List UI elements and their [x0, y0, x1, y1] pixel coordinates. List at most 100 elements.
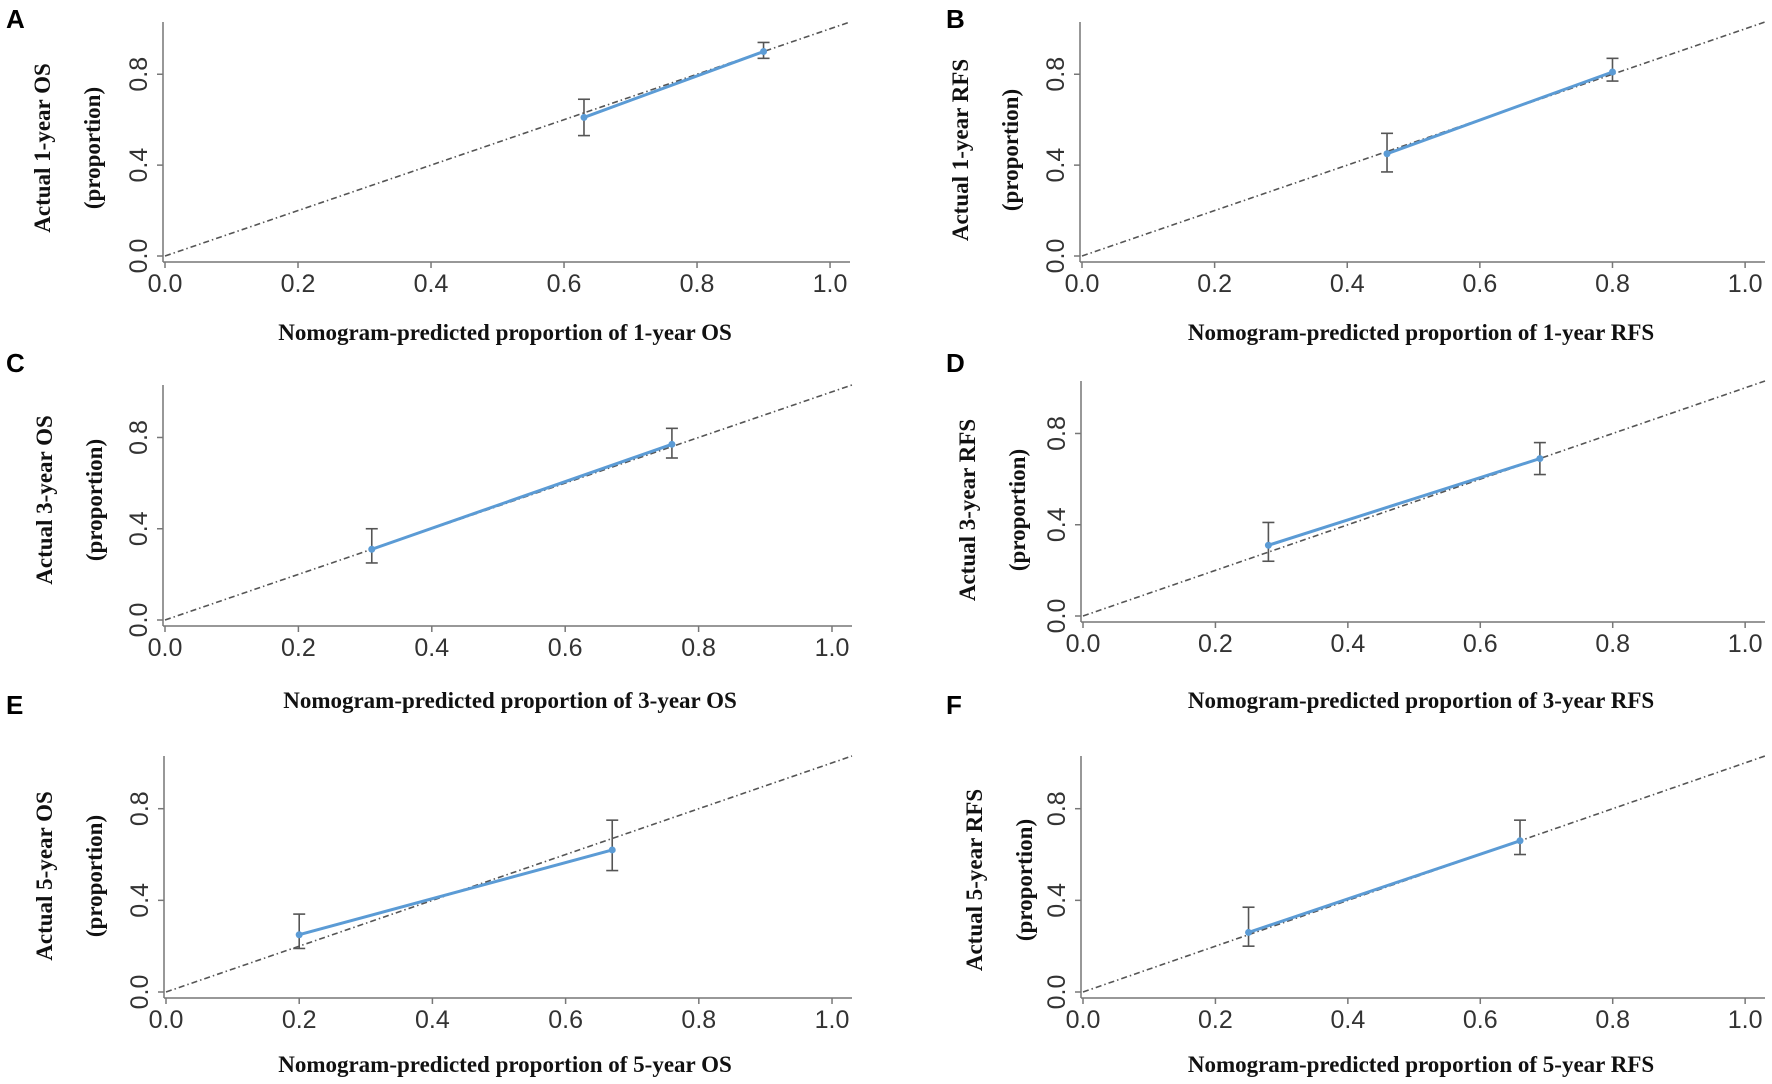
x-tick-label: 0.4 [414, 270, 449, 298]
calibration-panel-c: C 0.0 0.2 0.4 0.6 0.8 1.0 0.0 0.4 0.8 Nomogram-pre… [6, 348, 853, 713]
y-axis-subtitle: (proportion) [80, 87, 105, 209]
calibration-point [1608, 68, 1616, 76]
x-axis-title: Nomogram-predicted proportion of 5-year … [1188, 1052, 1654, 1077]
x-tick-label: 0.6 [1463, 630, 1498, 658]
y-axis-subtitle: (proportion) [998, 89, 1023, 211]
x-tick-label: 0.8 [1595, 270, 1630, 298]
calibration-point [1516, 837, 1524, 845]
calibration-line [583, 50, 765, 119]
y-axis-title: Actual 3-year RFS [955, 419, 980, 601]
y-axis-subtitle: (proportion) [82, 815, 107, 937]
x-tick-label: 0.6 [1462, 270, 1497, 298]
calibration-point [608, 846, 616, 854]
y-axis-title: Actual 3-year OS [32, 415, 57, 585]
x-tick-label: 0.0 [1066, 1006, 1101, 1034]
y-tick-label: 0.8 [125, 420, 153, 455]
x-tick-label: 0.8 [1595, 630, 1630, 658]
y-tick-label: 0.4 [1043, 507, 1071, 542]
x-tick-label: 0.8 [680, 270, 715, 298]
panel-letter: C [6, 348, 25, 378]
ideal-reference-line [1082, 380, 1766, 617]
y-axis-title: Actual 1-year RFS [948, 59, 973, 241]
x-tick-label: 1.0 [1728, 270, 1763, 298]
ideal-reference-line [165, 755, 853, 993]
x-tick-label: 0.4 [1330, 630, 1365, 658]
calibration-point [1264, 541, 1272, 549]
calibration-point [580, 113, 588, 121]
panel-letter: B [946, 4, 965, 34]
calibration-panel-f: F 0.0 0.2 0.4 0.6 0.8 1.0 0.0 0.4 0.8 Nomogram-pre… [946, 690, 1766, 1077]
x-axis-title: Nomogram-predicted proportion of 3-year … [283, 688, 737, 713]
calibration-point [368, 545, 376, 553]
x-tick-label: 0.0 [149, 1006, 184, 1034]
x-tick-label: 0.0 [1066, 630, 1101, 658]
panel-letter: F [946, 690, 962, 720]
x-tick-label: 0.8 [681, 1006, 716, 1034]
y-tick-label: 0.0 [1042, 239, 1070, 274]
calibration-point [1383, 150, 1391, 158]
x-axis-title: Nomogram-predicted proportion of 1-year … [278, 320, 732, 345]
x-tick-label: 0.2 [281, 270, 316, 298]
x-tick-label: 0.0 [148, 634, 183, 662]
calibration-point [668, 440, 676, 448]
x-tick-label: 0.6 [548, 1006, 583, 1034]
y-tick-label: 0.8 [1043, 416, 1071, 451]
x-tick-label: 0.4 [1330, 1006, 1365, 1034]
y-tick-label: 0.4 [125, 511, 153, 546]
calibration-point [295, 931, 303, 939]
y-axis-title: Actual 1-year OS [30, 63, 55, 233]
x-axis-title: Nomogram-predicted proportion of 5-year … [278, 1052, 732, 1077]
calibration-line [371, 442, 673, 551]
panel-letter: A [6, 4, 25, 34]
x-tick-label: 1.0 [813, 270, 848, 298]
x-axis-title: Nomogram-predicted proportion of 1-year … [1188, 320, 1654, 345]
calibration-panel-e: E 0.0 0.2 0.4 0.6 0.8 1.0 0.0 0.4 0.8 Nomogram-pre… [6, 690, 853, 1077]
x-tick-label: 0.2 [281, 634, 316, 662]
x-tick-label: 1.0 [815, 1006, 850, 1034]
y-tick-label: 0.4 [125, 148, 153, 183]
x-tick-label: 0.6 [1463, 1006, 1498, 1034]
y-tick-label: 0.0 [1043, 599, 1071, 634]
y-tick-label: 0.0 [1043, 975, 1071, 1010]
x-tick-label: 0.4 [1330, 270, 1365, 298]
x-tick-label: 0.8 [1595, 1006, 1630, 1034]
y-tick-label: 0.4 [1043, 883, 1071, 918]
x-tick-label: 0.6 [548, 634, 583, 662]
x-tick-label: 0.2 [1198, 1006, 1233, 1034]
x-axis-title: Nomogram-predicted proportion of 3-year … [1188, 688, 1654, 713]
x-tick-label: 1.0 [815, 634, 850, 662]
calibration-panel-a: A 0.0 0.2 0.4 0.6 0.8 1.0 0.0 0.4 0.8 Nomogram-pre… [6, 4, 851, 345]
x-tick-label: 0.8 [681, 634, 716, 662]
y-tick-label: 0.4 [1042, 148, 1070, 183]
y-tick-label: 0.8 [125, 57, 153, 92]
x-tick-label: 0.2 [282, 1006, 317, 1034]
y-axis-title: Actual 5-year RFS [962, 789, 987, 971]
calibration-panel-b: B 0.0 0.2 0.4 0.6 0.8 1.0 0.0 0.4 0.8 Nomogram-pre… [946, 4, 1766, 345]
y-tick-label: 0.4 [126, 883, 154, 918]
x-tick-label: 0.2 [1198, 630, 1233, 658]
x-tick-label: 0.6 [547, 270, 582, 298]
y-axis-subtitle: (proportion) [1012, 819, 1037, 941]
y-axis-subtitle: (proportion) [82, 439, 107, 561]
calibration-line [1248, 839, 1521, 934]
x-tick-label: 0.0 [148, 270, 183, 298]
y-axis-subtitle: (proportion) [1005, 449, 1030, 571]
x-tick-label: 0.2 [1197, 270, 1232, 298]
x-tick-label: 0.0 [1065, 270, 1100, 298]
y-axis-title: Actual 5-year OS [32, 791, 57, 961]
calibration-panel-d: D 0.0 0.2 0.4 0.6 0.8 1.0 0.0 0.4 0.8 Nomogram-pre… [946, 348, 1766, 713]
y-tick-label: 0.0 [125, 239, 153, 274]
calibration-point [760, 48, 768, 56]
panel-letter: E [6, 690, 23, 720]
calibration-point [1245, 928, 1253, 936]
y-tick-label: 0.8 [1043, 791, 1071, 826]
calibration-point [1536, 455, 1544, 463]
y-tick-label: 0.0 [125, 603, 153, 638]
panel-letter: D [946, 348, 965, 378]
x-tick-label: 1.0 [1728, 1006, 1763, 1034]
calibration-line [1386, 70, 1613, 156]
x-tick-label: 1.0 [1728, 630, 1763, 658]
calibration-line [298, 848, 613, 937]
x-tick-label: 0.4 [414, 634, 449, 662]
